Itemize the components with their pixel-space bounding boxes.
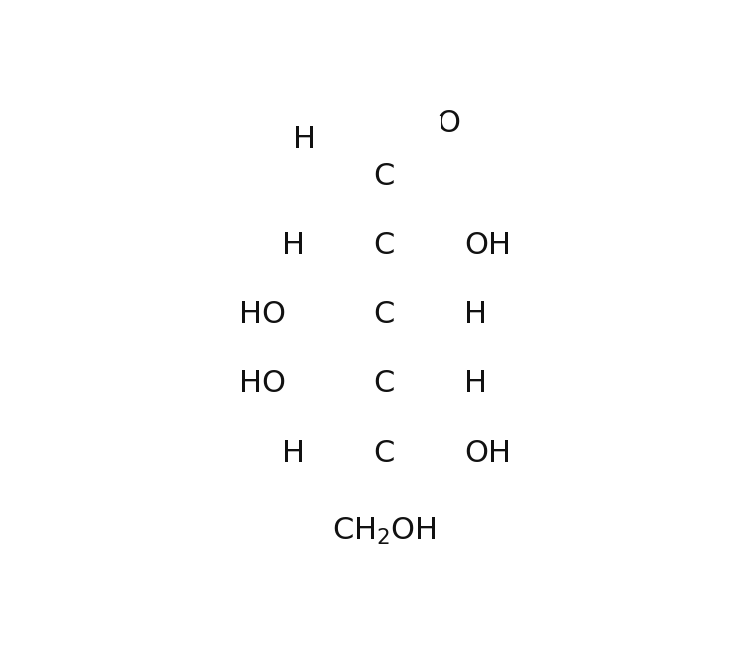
Text: H: H [281, 231, 304, 260]
Text: C: C [374, 439, 395, 468]
Text: H: H [281, 439, 304, 468]
Text: C: C [374, 162, 395, 191]
Text: HO: HO [239, 370, 286, 399]
Text: H: H [464, 370, 488, 399]
Text: O: O [436, 109, 460, 138]
Text: H: H [464, 300, 488, 329]
Text: H: H [293, 125, 316, 154]
Text: C: C [374, 300, 395, 329]
Text: OH: OH [464, 439, 512, 468]
Text: C: C [374, 370, 395, 399]
Text: C: C [374, 162, 395, 191]
Text: HO: HO [239, 300, 286, 329]
Text: CH$_2$OH: CH$_2$OH [332, 516, 436, 547]
Text: C: C [374, 231, 395, 260]
Text: OH: OH [464, 231, 512, 260]
